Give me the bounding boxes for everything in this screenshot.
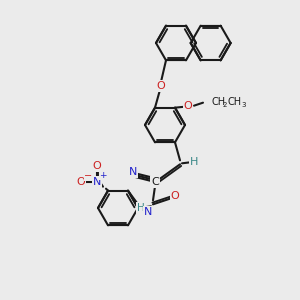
Text: H: H	[137, 203, 145, 213]
Text: C: C	[151, 177, 159, 187]
Text: −: −	[84, 171, 92, 181]
Text: N: N	[129, 167, 137, 177]
Text: H: H	[190, 157, 198, 167]
Text: 3: 3	[241, 102, 245, 108]
Text: +: +	[99, 171, 107, 180]
Text: O: O	[171, 191, 179, 201]
Text: CH: CH	[211, 97, 225, 107]
Text: N: N	[144, 207, 152, 217]
Text: CH: CH	[228, 97, 242, 107]
Text: O: O	[184, 101, 192, 111]
Text: O: O	[93, 161, 101, 171]
Text: 2: 2	[223, 102, 227, 108]
Text: N: N	[93, 177, 101, 187]
Text: O: O	[156, 81, 165, 91]
Text: O: O	[76, 177, 85, 187]
